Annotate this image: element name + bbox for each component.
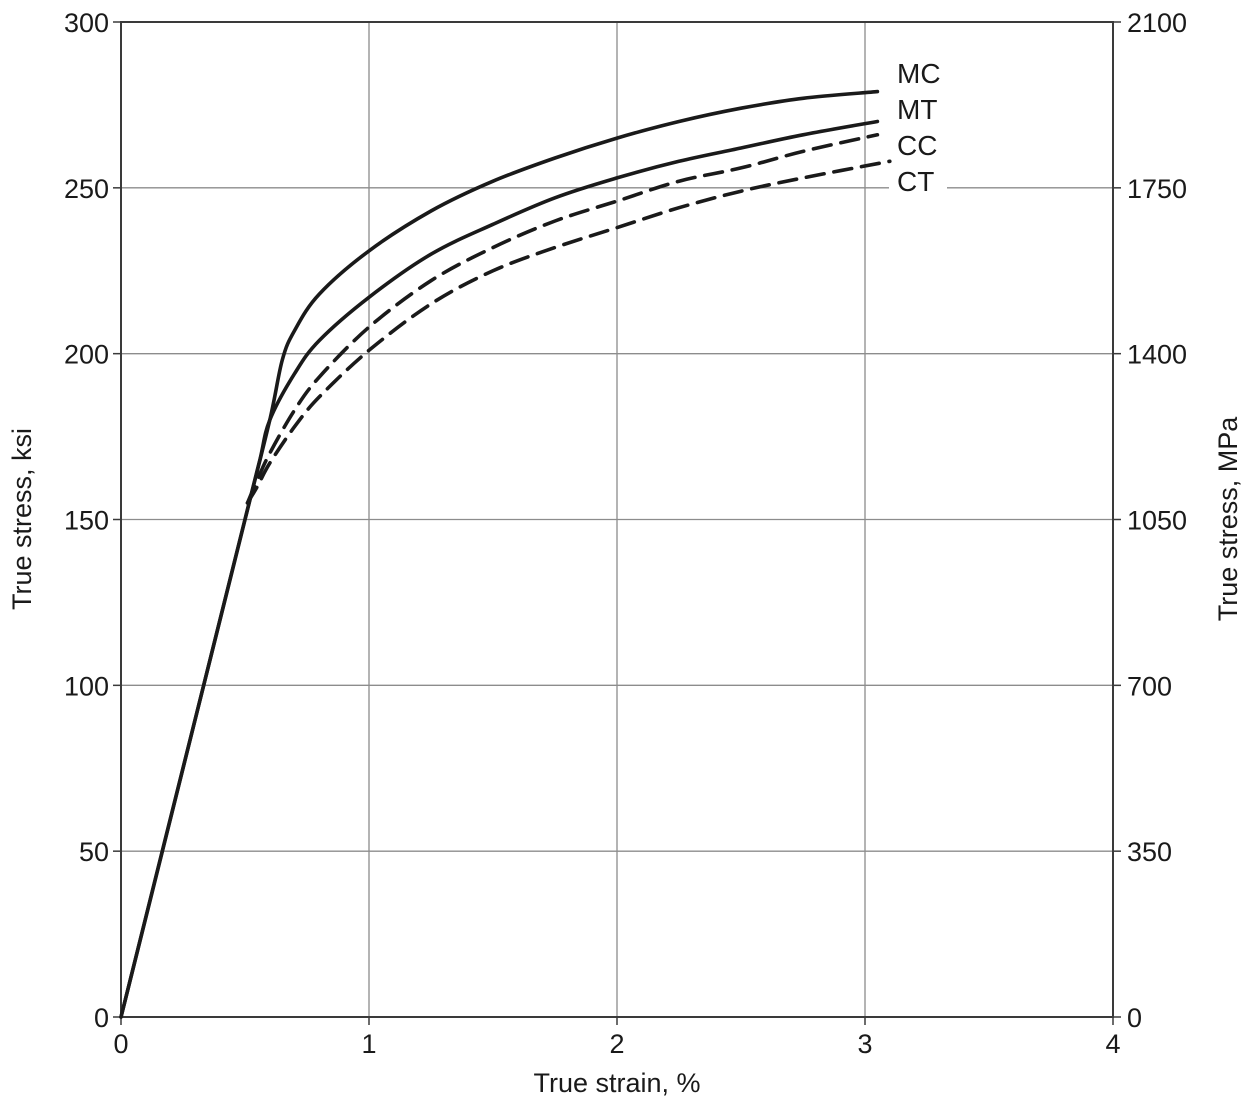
y-tick-label: 0 <box>94 1003 109 1033</box>
y2-tick-label: 350 <box>1127 837 1172 867</box>
x-tick-label: 2 <box>609 1029 624 1059</box>
y-tick-label: 50 <box>79 837 109 867</box>
x-tick-label: 3 <box>857 1029 872 1059</box>
label-gridline-gap <box>889 184 947 191</box>
series-label-mc: MC <box>897 58 941 89</box>
series-line-mc <box>119 89 880 1019</box>
x-axis-label: True strain, % <box>533 1068 700 1098</box>
series-line-mt <box>119 119 880 1019</box>
y2-tick-label: 1050 <box>1127 506 1187 536</box>
y-tick-label: 200 <box>64 340 109 370</box>
y-tick-label: 250 <box>64 174 109 204</box>
series-labels: MC MT CC CT <box>897 58 941 197</box>
grid-lines <box>121 22 1113 1017</box>
x-tick-label: 4 <box>1105 1029 1120 1059</box>
x-tick-label: 1 <box>361 1029 376 1059</box>
series-label-cc: CC <box>897 130 937 161</box>
x-tick-label: 0 <box>113 1029 128 1059</box>
series-label-mt: MT <box>897 94 937 125</box>
y2-tick-label: 1400 <box>1127 340 1187 370</box>
y-tick-label: 100 <box>64 671 109 701</box>
series-lines <box>119 89 892 1019</box>
series-line-cc <box>245 133 880 505</box>
y2-tick-label: 1750 <box>1127 174 1187 204</box>
y2-tick-label: 0 <box>1127 1003 1142 1033</box>
series-line-ct <box>245 159 892 505</box>
tick-marks <box>113 21 1121 1025</box>
y-axis-label: True stress, ksi <box>7 428 37 610</box>
y2-tick-label: 700 <box>1127 671 1172 701</box>
y-tick-label: 150 <box>64 506 109 536</box>
y2-axis-label: True stress, MPa <box>1213 416 1243 622</box>
series-label-ct: CT <box>897 166 934 197</box>
y-tick-label: 300 <box>64 8 109 38</box>
y2-tick-label: 2100 <box>1127 8 1187 38</box>
